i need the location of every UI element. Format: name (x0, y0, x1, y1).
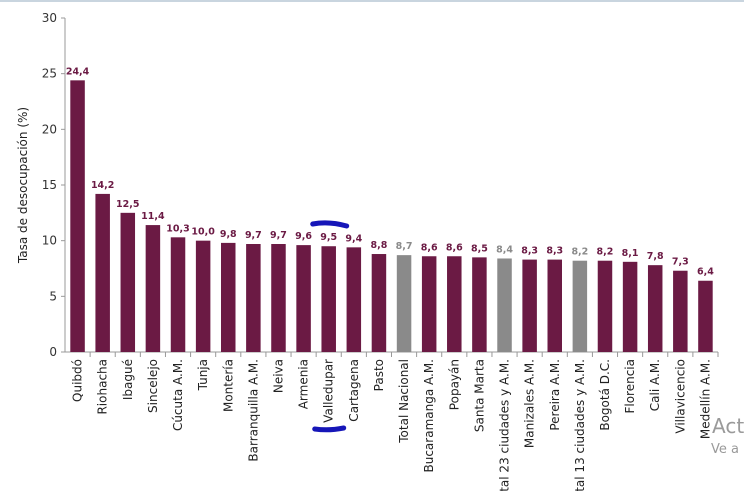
x-tick-label: Villavicencio (673, 359, 687, 434)
data-label: 14,2 (91, 180, 114, 191)
x-tick-label: Barranquilla A.M. (246, 359, 260, 462)
data-label: 10,0 (191, 227, 215, 238)
data-label: 24,4 (66, 66, 90, 77)
x-tick-label: Bogotá D.C. (598, 359, 612, 431)
highlight-underline-mark (312, 425, 347, 433)
data-label: 12,5 (116, 199, 139, 210)
y-tick-label: 10 (42, 234, 57, 248)
y-tick-label: 0 (49, 345, 57, 359)
bar (221, 242, 236, 352)
data-label: 7,8 (647, 251, 664, 262)
top-border (0, 0, 744, 2)
bar (447, 256, 462, 352)
bar (120, 212, 136, 352)
x-tick-label: Total 13 ciudades y A.M. (573, 359, 587, 491)
data-label: 9,7 (270, 230, 287, 241)
data-label: 9,6 (295, 231, 312, 242)
data-label: 10,3 (166, 223, 189, 234)
y-tick-label: 15 (42, 178, 57, 192)
data-label: 9,7 (245, 230, 262, 241)
y-tick-label: 20 (42, 122, 57, 136)
bar (522, 259, 537, 352)
x-tick-label: Valledupar (322, 359, 336, 423)
data-label: 8,1 (622, 248, 639, 259)
x-tick-label: Neiva (271, 359, 285, 393)
bar (572, 260, 588, 352)
bar (673, 270, 688, 352)
bar (497, 258, 512, 352)
bar (271, 244, 286, 352)
bar (145, 225, 161, 352)
data-label: 8,3 (546, 246, 563, 257)
y-tick-label: 5 (49, 289, 57, 303)
data-label: 11,4 (141, 211, 165, 222)
x-tick-label: Total Nacional (397, 359, 411, 444)
bar (70, 80, 85, 352)
bar (371, 254, 387, 352)
data-label: 6,4 (697, 267, 714, 278)
data-label: 8,5 (471, 243, 488, 254)
data-label: 8,6 (421, 242, 438, 253)
y-tick-label: 25 (42, 67, 57, 81)
x-tick-label: Santa Marta (472, 359, 486, 432)
bar (622, 261, 638, 352)
activation-watermark-title: Acti (712, 414, 744, 438)
x-tick-label: Manizales A.M. (523, 359, 537, 448)
data-label: 8,8 (371, 240, 388, 251)
bar (321, 246, 336, 352)
data-label: 9,5 (320, 232, 337, 243)
x-tick-label: Bucaramanga A.M. (422, 359, 436, 473)
bar (597, 260, 613, 352)
data-label: 8,6 (446, 242, 463, 253)
data-label: 8,7 (396, 241, 413, 252)
x-tick-label: Riohacha (96, 359, 110, 415)
activation-watermark-subtitle: Ve a (711, 442, 739, 457)
y-tick-label: 30 (42, 11, 57, 25)
x-tick-label: Ibagué (121, 359, 135, 400)
bar (396, 255, 412, 352)
x-tick-label: Florencia (623, 359, 637, 414)
x-tick-label: Total 23 ciudades y A.M. (498, 359, 512, 491)
x-tick-label: Cúcuta A.M. (171, 359, 185, 431)
bar (547, 259, 562, 352)
data-label: 8,4 (496, 244, 513, 255)
data-label: 8,2 (571, 247, 588, 258)
bar (698, 280, 713, 352)
data-label: 9,4 (345, 233, 362, 244)
x-tick-label: Popayán (447, 359, 461, 410)
bar (170, 237, 186, 352)
x-tick-label: Montería (221, 359, 235, 412)
x-tick-label: Quibdó (71, 359, 85, 402)
data-label: 7,3 (672, 257, 689, 268)
bar (195, 240, 211, 352)
bar (95, 193, 110, 352)
y-axis-label: Tasa de desocupación (%) (16, 107, 30, 264)
data-label: 8,3 (521, 246, 538, 257)
x-tick-label: Pereira A.M. (548, 359, 562, 431)
bar (296, 245, 311, 352)
data-label: 8,2 (597, 247, 614, 258)
x-tick-label: Armenia (297, 359, 311, 409)
x-tick-label: Cali A.M. (648, 359, 662, 411)
bar (421, 256, 437, 352)
highlight-underline-mark (310, 220, 350, 229)
bar (647, 265, 663, 352)
bar (246, 244, 261, 352)
x-tick-label: Medellín A.M. (698, 359, 712, 439)
x-tick-label: Cartagena (347, 359, 361, 422)
bar (472, 257, 487, 352)
data-label: 9,8 (220, 229, 237, 240)
x-tick-label: Tunja (196, 359, 210, 391)
x-tick-label: Pasto (372, 359, 386, 391)
bar (346, 247, 362, 352)
x-tick-label: Sincelejo (146, 359, 160, 413)
